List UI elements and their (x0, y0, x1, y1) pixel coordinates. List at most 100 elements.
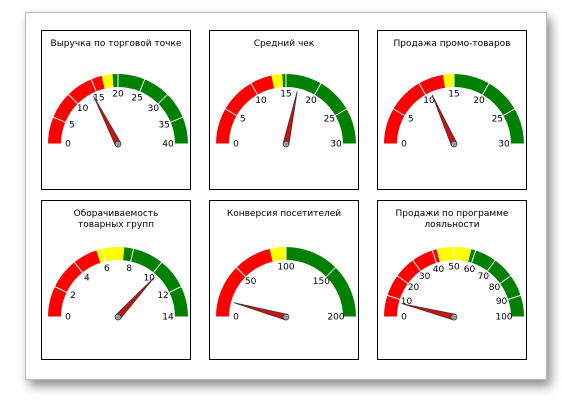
gauge-zone (443, 74, 454, 88)
tick-mark (68, 94, 79, 105)
tick-label: 15 (448, 90, 459, 100)
tick-label: 8 (126, 264, 132, 274)
gauge-title: Выручка по торговой точке (50, 39, 182, 49)
needle (233, 302, 288, 321)
tick-mark (236, 267, 247, 278)
tick-label: 60 (464, 265, 476, 275)
tick-label: 200 (327, 313, 344, 323)
gauge-zone (112, 74, 188, 144)
tick-mark (54, 286, 67, 293)
tick-label: 20 (112, 90, 124, 100)
tick-label: 5 (240, 115, 246, 125)
gauge-zone (269, 247, 286, 262)
tick-label: 10 (77, 104, 89, 114)
tick-mark (482, 83, 490, 95)
needle-hub (282, 313, 290, 321)
tick-mark (487, 260, 496, 272)
gauge-zone (123, 247, 188, 317)
tick-label: 30 (419, 272, 431, 282)
gauge-zone (216, 75, 275, 144)
tick-mark (130, 248, 135, 262)
tick-mark (170, 116, 183, 123)
tick-label: 20 (473, 96, 485, 106)
tick-label: 14 (162, 313, 174, 323)
gauge-title: Средний чек (253, 39, 315, 49)
gauge-zone (454, 74, 524, 144)
gauge: 0 5 10 15 20 25 30 (384, 74, 524, 150)
needle (401, 303, 456, 321)
tick-mark (508, 294, 521, 300)
tick-label: 100 (495, 313, 512, 323)
gauge-zone (282, 74, 356, 144)
gauge-card: Конверсия посетителей 0 50 100 150 200 (209, 200, 359, 360)
tick-mark (387, 294, 400, 300)
tick-label: 25 (492, 115, 503, 125)
tick-label: 35 (158, 120, 169, 130)
tick-label: 0 (65, 313, 71, 323)
gauge-zone (48, 250, 101, 317)
tick-mark (335, 108, 347, 116)
tick-mark (139, 79, 146, 92)
gauge-zone (384, 74, 446, 144)
gauge-card: Продажа промо-товаров 0 5 10 15 20 25 30 (377, 30, 527, 190)
tick-mark (393, 108, 405, 116)
dashboard: Выручка по торговой точке 0 5 10 15 20 25 30 35 4… (25, 12, 547, 380)
tick-mark (471, 250, 477, 263)
needle (115, 276, 155, 320)
gauge-title: Продажи по программе лояльности (395, 209, 509, 230)
tick-mark (101, 248, 106, 262)
gauge-card: Продажи по программе лояльности 0 10 20 30 40… (377, 200, 527, 360)
tick-label: 10 (401, 297, 413, 307)
gauge-zone (96, 247, 125, 263)
gauge: 0 510 15 20 25 30 35 40 (48, 74, 188, 150)
needle (431, 94, 458, 146)
tick-label: 25 (324, 115, 335, 125)
gauge-zone (384, 249, 440, 317)
tick-label: 30 (148, 104, 160, 114)
tick-mark (73, 261, 83, 273)
tick-mark (153, 261, 163, 273)
tick-label: 30 (498, 140, 510, 150)
tick-label: 100 (277, 263, 294, 273)
tick-label: 10 (255, 96, 267, 106)
tick-label: 90 (496, 297, 508, 307)
tick-mark (499, 275, 511, 284)
tick-label: 15 (280, 90, 291, 100)
tick-label: 5 (408, 115, 414, 125)
tick-mark (503, 108, 515, 116)
tick-label: 0 (65, 140, 71, 150)
tick-label: 50 (245, 277, 257, 287)
gauge: 0 5 10 15 20 25 30 (216, 74, 356, 150)
tick-mark (157, 94, 168, 105)
tick-mark (325, 267, 336, 278)
needle-hub (450, 140, 458, 148)
tick-label: 5 (69, 120, 75, 130)
tick-label: 50 (448, 263, 460, 273)
tick-label: 150 (313, 277, 330, 287)
tick-label: 12 (157, 291, 168, 301)
gauge-card: Выручка по торговой точке 0 5 10 15 20 25 30 35 4… (41, 30, 191, 190)
tick-mark (412, 260, 421, 272)
needle-hub (114, 313, 122, 321)
gauge: 0 50 100 150 200 (216, 247, 356, 323)
tick-label: 20 (305, 96, 317, 106)
tick-label: 2 (70, 291, 76, 301)
tick-mark (169, 286, 182, 293)
tick-label: 4 (84, 273, 90, 283)
gauge-card: Средний чек 0 5 10 15 20 25 30 (209, 30, 359, 190)
tick-label: 10 (423, 96, 435, 106)
gauge-zone (468, 249, 524, 317)
tick-label: 25 (131, 93, 142, 103)
tick-mark (90, 79, 97, 92)
tick-label: 0 (233, 313, 239, 323)
gauge-title: Конверсия посетителей (226, 209, 342, 219)
tick-mark (53, 116, 66, 123)
tick-label: 6 (104, 264, 110, 274)
tick-label: 40 (433, 265, 445, 275)
tick-label: 70 (478, 272, 490, 282)
needle-hub (450, 313, 458, 321)
gauge-title: Оборачиваемость товарных групп (73, 209, 159, 230)
tick-label: 80 (489, 283, 501, 293)
tick-label: 0 (401, 313, 407, 323)
